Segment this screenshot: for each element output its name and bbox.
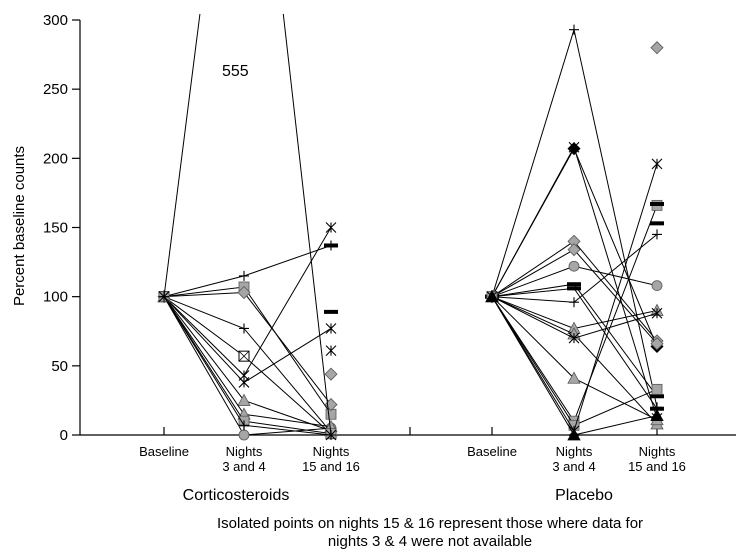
y-tick-label: 100 [43, 289, 68, 306]
off-scale-annotation: 555 [222, 63, 249, 80]
y-axis-label: Percent baseline counts [11, 146, 28, 306]
y-tick-label: 50 [51, 358, 68, 375]
data-point [325, 429, 337, 441]
caption: Isolated points on nights 15 & 16 repres… [217, 515, 643, 550]
data-point [651, 280, 663, 292]
data-point [650, 337, 664, 351]
isolated-point [324, 309, 338, 314]
data-point [325, 345, 337, 357]
y-tick-label: 200 [43, 150, 68, 167]
data-point [238, 350, 250, 362]
data-point [239, 270, 249, 281]
data-point [567, 243, 581, 257]
series [485, 289, 664, 430]
data-point [650, 408, 664, 422]
data-point [325, 323, 337, 334]
series-line [163, 14, 332, 436]
data-point [158, 291, 170, 303]
series-line [163, 292, 332, 405]
data-point [650, 394, 664, 399]
x-tick-label: Nights 3 and 4 [222, 444, 265, 474]
isolated-point [650, 41, 664, 55]
data-point [239, 420, 249, 431]
data-point [567, 282, 581, 287]
y-tick-label: 0 [60, 427, 68, 444]
data-point [237, 393, 251, 406]
data-point [238, 429, 250, 441]
data-point [567, 286, 581, 291]
isolated-point [650, 201, 664, 206]
series-layer [157, 14, 664, 441]
data-point [650, 406, 664, 411]
series-line [491, 296, 658, 436]
series-line [163, 296, 332, 435]
data-point [237, 285, 251, 300]
series [158, 291, 337, 388]
series [486, 291, 663, 344]
data-point [650, 41, 664, 55]
data-point [567, 428, 581, 441]
panel-corticosteroids [157, 14, 338, 441]
data-point [238, 377, 250, 388]
data-point [650, 201, 664, 206]
y-tick-label: 300 [43, 12, 68, 29]
x-tick-label: Baseline [467, 444, 517, 459]
y-ticks: 0 50 100 150 200 250 300 [43, 12, 80, 444]
data-point [239, 323, 249, 334]
panel-label-placebo: Placebo [555, 487, 613, 504]
isolated-point [324, 367, 338, 381]
panel-label-corticosteroids: Corticosteroids [183, 487, 290, 504]
data-point [485, 289, 499, 303]
isolated-point [325, 345, 337, 357]
series [485, 289, 664, 426]
panel-placebo [485, 24, 664, 441]
data-point [324, 367, 338, 381]
data-point [569, 24, 579, 35]
data-point [324, 309, 338, 314]
isolated-point [324, 243, 338, 248]
series [487, 24, 662, 413]
data-point [651, 383, 663, 395]
series-line [163, 286, 332, 415]
series-line [163, 296, 332, 428]
data-point [568, 141, 580, 153]
data-point [651, 158, 663, 170]
data-point [325, 222, 337, 233]
x-tick-label: Nights 3 and 4 [552, 444, 595, 474]
data-point [651, 307, 663, 319]
data-point [568, 260, 580, 272]
isolated-point [650, 221, 664, 226]
x-tick-label: Nights 15 and 16 [302, 444, 360, 474]
data-point [567, 371, 581, 384]
series [157, 285, 338, 412]
data-point [324, 243, 338, 248]
x-tick-label: Nights 15 and 16 [628, 444, 686, 474]
series [158, 14, 337, 441]
series [487, 229, 662, 308]
x-ticks: Baseline Nights 3 and 4 Nights 15 and 16 Base… [139, 427, 686, 474]
series-line [163, 296, 332, 434]
series [158, 291, 337, 440]
y-tick-label: 250 [43, 81, 68, 98]
y-tick-label: 150 [43, 220, 68, 237]
data-point [569, 297, 579, 308]
data-point [652, 229, 662, 240]
series [485, 289, 664, 441]
series-line [491, 27, 658, 408]
series [486, 199, 663, 427]
data-point [568, 332, 580, 344]
series [158, 281, 337, 420]
x-tick-label: Baseline [139, 444, 189, 459]
data-point [650, 221, 664, 226]
